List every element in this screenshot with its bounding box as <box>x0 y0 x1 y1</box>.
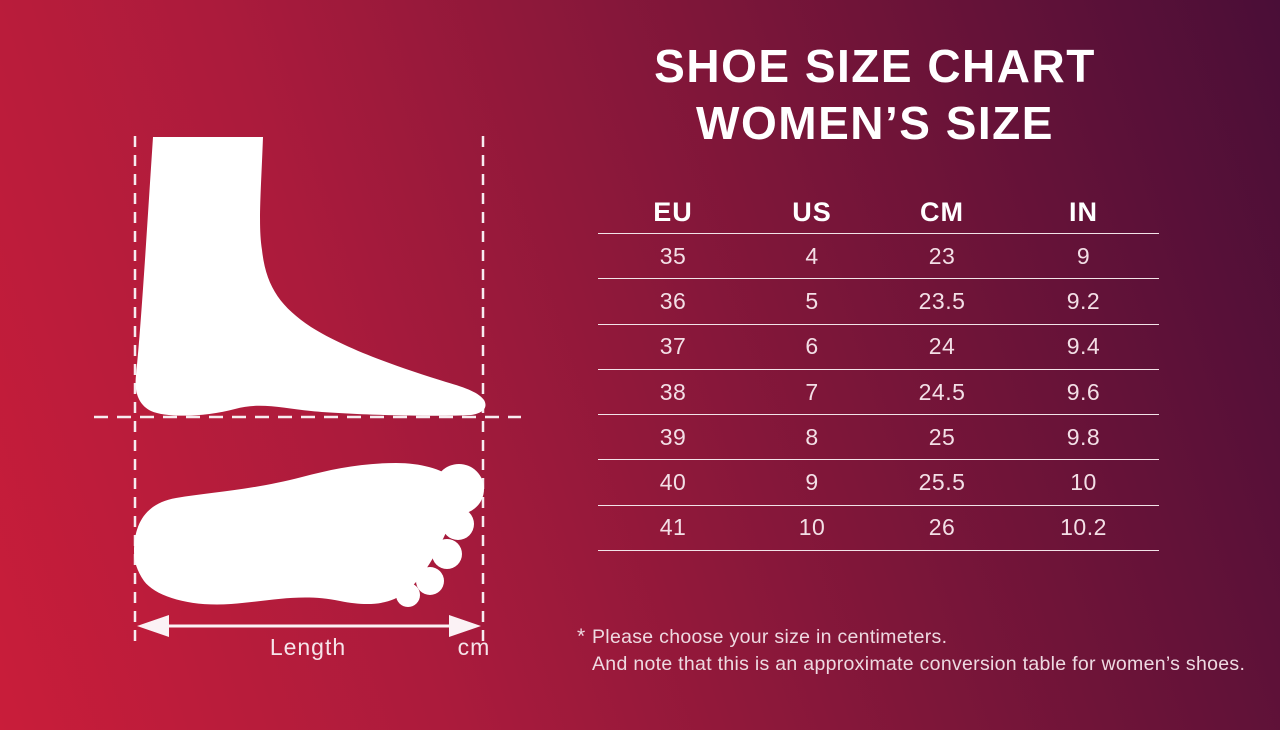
little-toe-icon <box>396 583 420 607</box>
footprint-silhouette-icon <box>134 463 461 605</box>
column-header-eu: EU <box>653 197 693 227</box>
cell-in: 10 <box>1070 469 1097 496</box>
cell-cm: 25.5 <box>918 469 966 496</box>
cell-us: 8 <box>805 423 819 450</box>
big-toe-icon <box>434 464 484 514</box>
cell-cm: 25 <box>928 423 956 450</box>
cell-eu: 37 <box>659 333 687 360</box>
cell-in: 9.8 <box>1066 423 1101 450</box>
foot-measurement-figure <box>94 136 521 643</box>
fourth-toe-icon <box>416 567 444 595</box>
cell-us: 10 <box>798 514 826 541</box>
cell-us: 6 <box>805 333 819 360</box>
third-toe-icon <box>432 539 462 569</box>
length-arrow-icon <box>137 615 481 637</box>
column-header-in: IN <box>1069 197 1098 227</box>
length-label: Length <box>269 634 347 660</box>
column-header-us: US <box>792 197 832 227</box>
cell-us: 7 <box>805 378 819 405</box>
footnote-line1: Please choose your size in centimeters. <box>592 626 948 648</box>
table-header-row: EU US CM IN <box>598 192 1159 234</box>
cell-in: 9.6 <box>1066 378 1101 405</box>
cell-cm: 24 <box>928 333 956 360</box>
cell-in: 10.2 <box>1060 514 1107 541</box>
table-row: 39 8 25 9.8 <box>598 415 1159 461</box>
size-conversion-table: EU US CM IN 35 4 23 9 36 5 23.5 9.2 37 6… <box>598 192 1159 552</box>
table-row: 38 7 24.5 9.6 <box>598 370 1159 416</box>
cell-eu: 41 <box>659 514 687 541</box>
table-row: 35 4 23 9 <box>598 234 1159 280</box>
cell-us: 9 <box>805 469 819 496</box>
cell-us: 4 <box>805 242 819 269</box>
page-title-line1: SHOE SIZE CHART <box>654 40 1096 92</box>
cell-eu: 40 <box>659 469 687 496</box>
footnote: * Please choose your size in centimeters… <box>577 624 1267 677</box>
page-title-line2: WOMEN’S SIZE <box>696 97 1054 149</box>
cell-in: 9.2 <box>1066 287 1101 314</box>
table-row: 41 10 26 10.2 <box>598 506 1159 552</box>
cell-eu: 38 <box>659 378 687 405</box>
column-header-cm: CM <box>920 197 964 227</box>
cell-eu: 35 <box>659 242 687 269</box>
foot-side-silhouette-icon <box>135 137 486 416</box>
cell-eu: 36 <box>659 287 687 314</box>
table-row: 36 5 23.5 9.2 <box>598 279 1159 325</box>
cell-eu: 39 <box>659 423 687 450</box>
cell-cm: 26 <box>928 514 956 541</box>
cell-cm: 24.5 <box>918 378 966 405</box>
cell-us: 5 <box>805 287 819 314</box>
cell-cm: 23 <box>928 242 956 269</box>
second-toe-icon <box>442 508 474 540</box>
footnote-line2: And note that this is an approximate con… <box>592 652 1246 675</box>
cm-unit-label: cm <box>457 634 491 660</box>
footnote-asterisk: * <box>577 625 586 648</box>
cell-cm: 23.5 <box>918 287 966 314</box>
table-row: 37 6 24 9.4 <box>598 325 1159 370</box>
cell-in: 9 <box>1076 242 1091 269</box>
page-title: SHOE SIZE CHART WOMEN’S SIZE <box>565 38 1185 152</box>
table-row: 40 9 25.5 10 <box>598 460 1159 506</box>
cell-in: 9.4 <box>1066 333 1101 360</box>
